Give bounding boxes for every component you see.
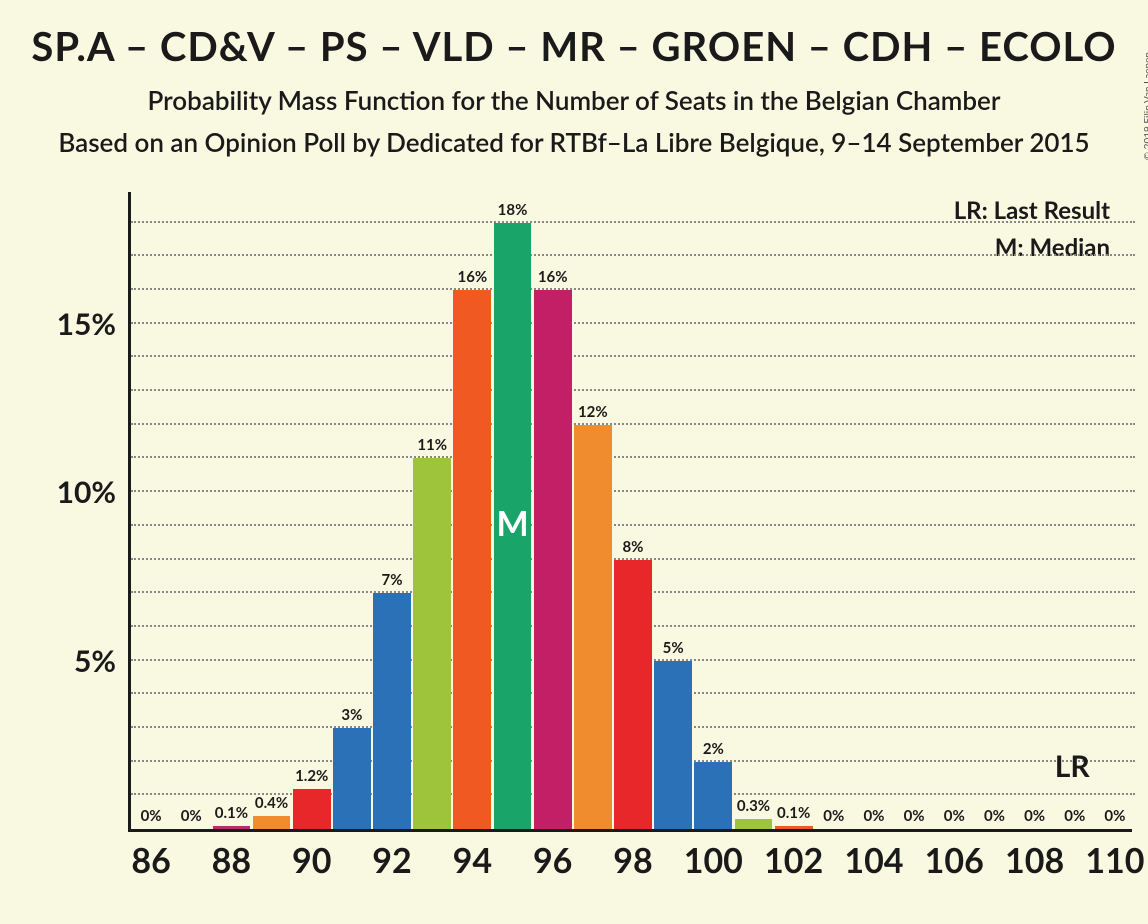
bar-chart: 5%10%15%0%0%0.1%0.4%1.2%3%7%11%16%18%M16… bbox=[128, 192, 1132, 832]
bar-value-label: 0% bbox=[141, 807, 162, 825]
copyright-notice: © 2019 Filip Van Laenen bbox=[1142, 52, 1148, 160]
bar: 0.1% bbox=[213, 826, 251, 829]
bar-value-label: 0% bbox=[823, 807, 844, 825]
bar: 8% bbox=[614, 560, 652, 829]
bar-value-label: 0% bbox=[904, 807, 925, 825]
gridline bbox=[131, 221, 1135, 223]
bar-value-label: 16% bbox=[538, 268, 568, 286]
bar-value-label: 12% bbox=[578, 403, 608, 421]
chart-subtitle: Probability Mass Function for the Number… bbox=[0, 84, 1148, 116]
bar: 3% bbox=[333, 728, 371, 829]
x-axis-label: 100 bbox=[684, 840, 743, 881]
plot-area: 5%10%15%0%0%0.1%0.4%1.2%3%7%11%16%18%M16… bbox=[128, 192, 1132, 832]
y-axis-label: 5% bbox=[26, 643, 116, 679]
bar: 16% bbox=[453, 290, 491, 829]
chart-title: SP.A – CD&V – PS – VLD – MR – GROEN – CD… bbox=[0, 0, 1148, 70]
median-marker: M bbox=[496, 503, 528, 544]
x-axis-label: 86 bbox=[131, 840, 170, 881]
bar-value-label: 0% bbox=[984, 807, 1005, 825]
bar-value-label: 8% bbox=[622, 538, 643, 556]
bar: 2% bbox=[694, 762, 732, 829]
y-axis-label: 10% bbox=[26, 474, 116, 510]
bar: 0.3% bbox=[735, 819, 773, 829]
bar: 11% bbox=[413, 458, 451, 829]
gridline bbox=[131, 355, 1135, 357]
bar: 12% bbox=[574, 425, 612, 829]
bar-value-label: 0% bbox=[1024, 807, 1045, 825]
gridline bbox=[131, 254, 1135, 256]
bar-value-label: 0.3% bbox=[737, 797, 770, 815]
x-axis-label: 94 bbox=[453, 840, 492, 881]
gridline bbox=[131, 322, 1135, 324]
bar: 1.2% bbox=[293, 789, 331, 829]
x-axis-label: 106 bbox=[925, 840, 984, 881]
last-result-marker: LR bbox=[1055, 748, 1090, 784]
bar-value-label: 0% bbox=[1064, 807, 1085, 825]
x-axis-label: 108 bbox=[1005, 840, 1064, 881]
bar-value-label: 5% bbox=[663, 639, 684, 657]
bar-value-label: 0.1% bbox=[777, 804, 810, 822]
bar-value-label: 16% bbox=[458, 268, 488, 286]
x-axis-label: 92 bbox=[372, 840, 411, 881]
y-axis-label: 15% bbox=[26, 306, 116, 342]
x-axis-label: 88 bbox=[212, 840, 251, 881]
bar-value-label: 7% bbox=[382, 571, 403, 589]
bar: 7% bbox=[373, 593, 411, 829]
x-axis-label: 102 bbox=[764, 840, 823, 881]
x-axis-label: 104 bbox=[844, 840, 903, 881]
x-axis-label: 90 bbox=[292, 840, 331, 881]
bar-value-label: 18% bbox=[498, 201, 528, 219]
bar-value-label: 2% bbox=[703, 740, 724, 758]
x-axis-label: 96 bbox=[533, 840, 572, 881]
gridline bbox=[131, 423, 1135, 425]
bar-value-label: 0.4% bbox=[255, 794, 288, 812]
bar: 18%M bbox=[494, 223, 532, 829]
x-axis-label: 98 bbox=[613, 840, 652, 881]
gridline bbox=[131, 524, 1135, 526]
bar-value-label: 0.1% bbox=[215, 804, 248, 822]
chart-subtitle-2: Based on an Opinion Poll by Dedicated fo… bbox=[0, 126, 1148, 158]
bar-value-label: 1.2% bbox=[295, 767, 328, 785]
bar: 0.4% bbox=[253, 816, 291, 829]
bar-value-label: 3% bbox=[341, 706, 362, 724]
bar: 0.1% bbox=[775, 826, 813, 829]
gridline bbox=[131, 288, 1135, 290]
x-axis-label: 110 bbox=[1085, 840, 1144, 881]
bar-value-label: 0% bbox=[944, 807, 965, 825]
gridline bbox=[131, 389, 1135, 391]
gridline bbox=[131, 456, 1135, 458]
bar-value-label: 0% bbox=[181, 807, 202, 825]
bar-value-label: 0% bbox=[863, 807, 884, 825]
bar: 16% bbox=[534, 290, 572, 829]
bar-value-label: 11% bbox=[417, 436, 447, 454]
bar: 5% bbox=[654, 661, 692, 829]
bar-value-label: 0% bbox=[1104, 807, 1125, 825]
gridline bbox=[131, 490, 1135, 492]
